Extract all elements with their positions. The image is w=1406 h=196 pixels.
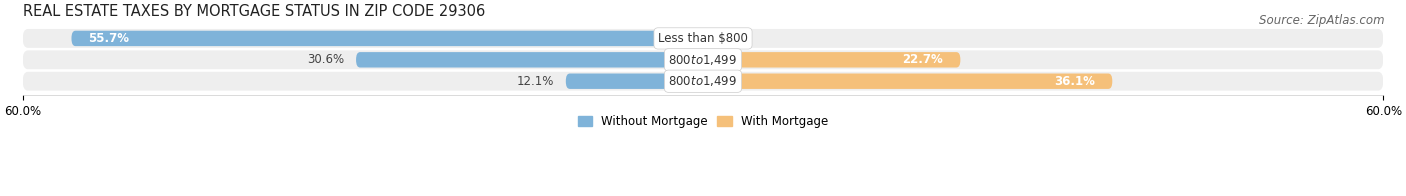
- Text: 12.1%: 12.1%: [517, 75, 554, 88]
- Text: Source: ZipAtlas.com: Source: ZipAtlas.com: [1260, 14, 1385, 27]
- Text: $800 to $1,499: $800 to $1,499: [668, 53, 738, 67]
- FancyBboxPatch shape: [72, 31, 703, 46]
- Text: 22.7%: 22.7%: [903, 53, 943, 66]
- Text: $800 to $1,499: $800 to $1,499: [668, 74, 738, 88]
- Text: REAL ESTATE TAXES BY MORTGAGE STATUS IN ZIP CODE 29306: REAL ESTATE TAXES BY MORTGAGE STATUS IN …: [22, 4, 485, 19]
- Text: 0.0%: 0.0%: [720, 32, 749, 45]
- Legend: Without Mortgage, With Mortgage: Without Mortgage, With Mortgage: [578, 115, 828, 128]
- FancyBboxPatch shape: [703, 74, 1112, 89]
- Text: 36.1%: 36.1%: [1054, 75, 1095, 88]
- FancyBboxPatch shape: [703, 52, 960, 67]
- FancyBboxPatch shape: [22, 50, 1384, 69]
- FancyBboxPatch shape: [565, 74, 703, 89]
- Text: 55.7%: 55.7%: [89, 32, 129, 45]
- Text: 30.6%: 30.6%: [308, 53, 344, 66]
- FancyBboxPatch shape: [356, 52, 703, 67]
- FancyBboxPatch shape: [22, 29, 1384, 48]
- FancyBboxPatch shape: [22, 72, 1384, 91]
- Text: Less than $800: Less than $800: [658, 32, 748, 45]
